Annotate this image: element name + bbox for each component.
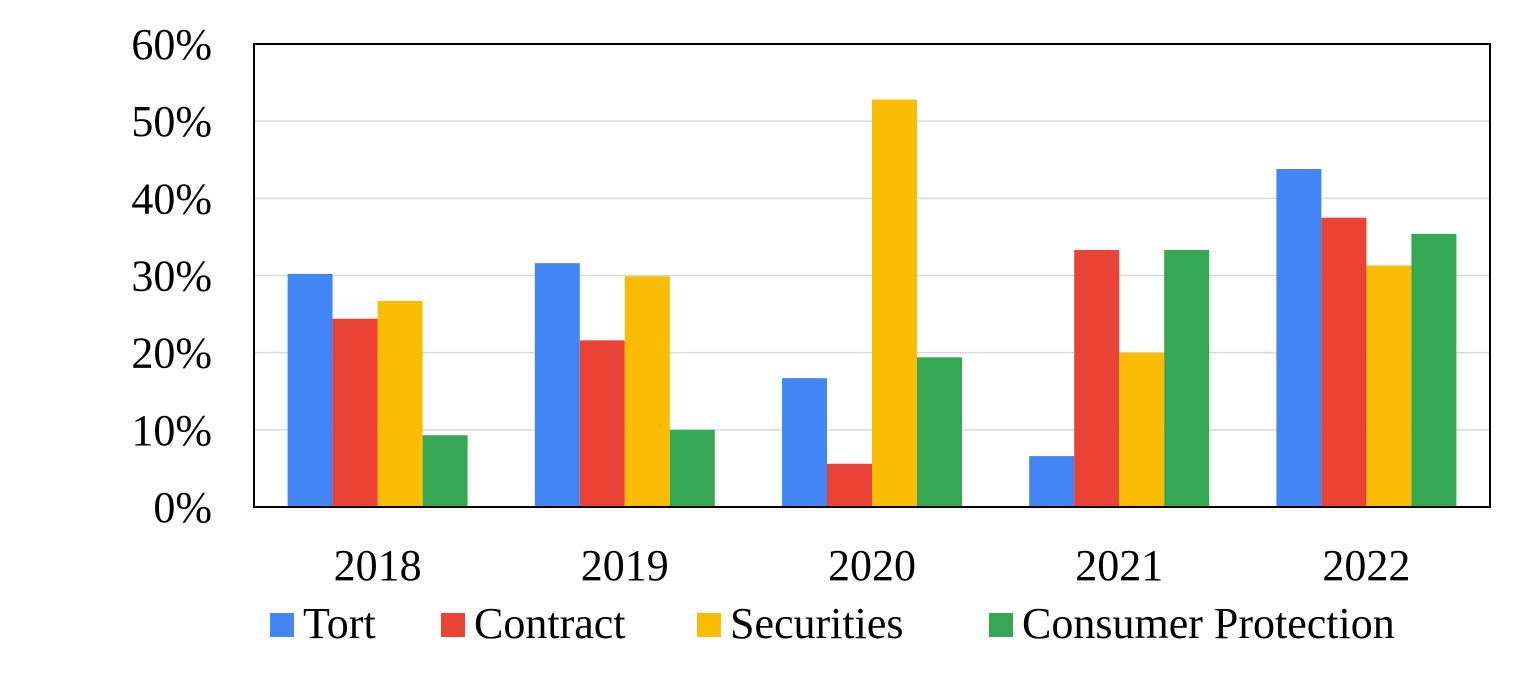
legend-swatch: [697, 613, 721, 637]
bar-tort-2019: [534, 263, 580, 507]
legend-label: Securities: [730, 599, 904, 648]
legend-item-tort: Tort: [270, 599, 376, 648]
bar-securities-2021: [1119, 352, 1165, 507]
bar-contract-2021: [1074, 250, 1120, 507]
legend-swatch: [441, 613, 465, 637]
bar-securities-2019: [624, 276, 670, 507]
y-tick-label: 30%: [131, 252, 212, 301]
x-axis-tick-labels: 2018 2019 2020 2021 2022: [334, 541, 1411, 590]
bar-tort-2018: [287, 273, 333, 507]
bar-contract-2019: [579, 340, 625, 507]
bar-consumer-protection-2018: [422, 435, 468, 507]
bar-securities-2018: [377, 300, 423, 507]
y-tick-label: 20%: [131, 329, 212, 378]
x-tick-label: 2021: [1075, 541, 1163, 590]
y-axis-tick-labels: 0% 10% 20% 30% 40% 50% 60%: [131, 20, 212, 532]
axes: [253, 43, 1491, 508]
bar-tort-2021: [1029, 456, 1075, 507]
bar-consumer-protection-2019: [669, 429, 715, 507]
y-tick-label: 10%: [131, 406, 212, 455]
bar-consumer-protection-2022: [1411, 233, 1457, 507]
bar-consumer-protection-2020: [917, 357, 962, 507]
bar-contract-2018: [332, 318, 378, 507]
legend-item-contract: Contract: [441, 599, 626, 648]
legend-label: Tort: [303, 599, 376, 648]
bar-consumer-protection-2021: [1164, 250, 1210, 507]
bar-contract-2020: [827, 463, 872, 507]
legend-swatch: [270, 613, 294, 637]
y-tick-label: 40%: [131, 174, 212, 223]
x-tick-label: 2020: [828, 541, 916, 590]
y-tick-label: 50%: [131, 97, 212, 146]
legend-label: Consumer Protection: [1022, 599, 1395, 648]
legend: Tort Contract Securities Consumer Protectio…: [270, 599, 1395, 648]
bar-tort-2020: [782, 378, 827, 507]
legend-item-consumer-protection: Consumer Protection: [989, 599, 1395, 648]
bars: [287, 99, 1457, 507]
y-tick-label: 60%: [131, 20, 212, 69]
x-tick-label: 2022: [1322, 541, 1410, 590]
legend-swatch: [989, 613, 1013, 637]
y-tick-label: 0%: [153, 483, 212, 532]
legend-label: Contract: [474, 599, 626, 648]
x-tick-label: 2018: [334, 541, 422, 590]
bar-securities-2020: [872, 99, 917, 507]
bar-contract-2022: [1321, 217, 1367, 507]
bar-securities-2022: [1366, 265, 1412, 507]
plot-frame: [253, 43, 1491, 508]
x-tick-label: 2019: [581, 541, 669, 590]
bar-tort-2022: [1276, 169, 1322, 507]
legend-item-securities: Securities: [697, 599, 904, 648]
